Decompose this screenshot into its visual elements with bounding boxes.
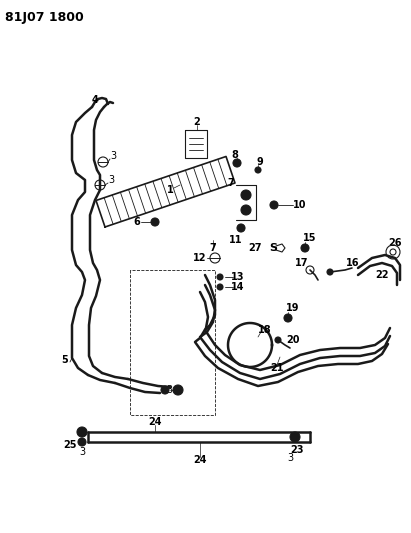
Circle shape xyxy=(233,159,241,167)
Circle shape xyxy=(151,218,159,226)
Text: 18: 18 xyxy=(258,325,272,335)
Circle shape xyxy=(284,314,292,322)
Text: 19: 19 xyxy=(286,303,300,313)
Text: 81J07 1800: 81J07 1800 xyxy=(5,12,84,25)
Text: 6: 6 xyxy=(134,217,141,227)
Circle shape xyxy=(241,190,251,200)
Text: 14: 14 xyxy=(231,282,245,292)
Circle shape xyxy=(217,284,223,290)
Circle shape xyxy=(77,427,87,437)
Text: 9: 9 xyxy=(256,157,263,167)
Circle shape xyxy=(241,205,251,215)
Circle shape xyxy=(270,201,278,209)
Text: 4: 4 xyxy=(92,95,98,105)
Text: 1: 1 xyxy=(166,185,173,195)
Text: 22: 22 xyxy=(375,270,389,280)
Text: 15: 15 xyxy=(303,233,317,243)
Circle shape xyxy=(217,274,223,280)
Text: 17: 17 xyxy=(295,258,309,268)
Text: 13: 13 xyxy=(231,272,245,282)
Circle shape xyxy=(237,224,245,232)
Circle shape xyxy=(255,167,261,173)
Circle shape xyxy=(78,438,86,446)
Text: 23: 23 xyxy=(290,445,304,455)
Text: 24: 24 xyxy=(148,417,162,427)
Text: 5: 5 xyxy=(62,355,68,365)
Text: 3: 3 xyxy=(108,175,114,185)
Text: 12: 12 xyxy=(193,253,207,263)
Text: 26: 26 xyxy=(388,238,402,248)
Text: 20: 20 xyxy=(286,335,300,345)
Text: 3: 3 xyxy=(79,447,85,457)
Text: 10: 10 xyxy=(293,200,307,210)
Text: 3: 3 xyxy=(166,385,172,395)
Text: 3: 3 xyxy=(110,151,116,161)
Circle shape xyxy=(290,432,300,442)
Text: 11: 11 xyxy=(229,235,243,245)
Text: 16: 16 xyxy=(346,258,360,268)
Text: 24: 24 xyxy=(193,455,207,465)
Circle shape xyxy=(173,385,183,395)
Text: 21: 21 xyxy=(270,363,284,373)
Text: S: S xyxy=(269,243,277,253)
Text: 2: 2 xyxy=(194,117,201,127)
Text: 3: 3 xyxy=(287,453,293,463)
Text: 7: 7 xyxy=(210,243,216,253)
Text: 27: 27 xyxy=(248,243,262,253)
Circle shape xyxy=(327,269,333,275)
Circle shape xyxy=(161,386,169,394)
Text: 25: 25 xyxy=(63,440,77,450)
Text: 8: 8 xyxy=(231,150,238,160)
Circle shape xyxy=(301,244,309,252)
Text: 7: 7 xyxy=(228,178,234,188)
Circle shape xyxy=(275,337,281,343)
